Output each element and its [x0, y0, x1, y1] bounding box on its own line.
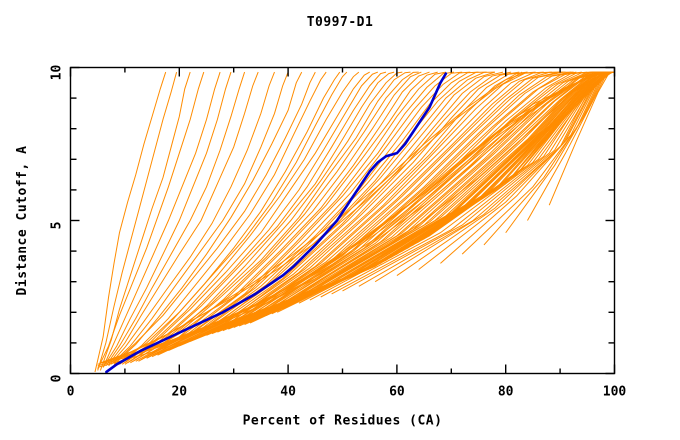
- x-tick-label: 20: [171, 385, 187, 400]
- series-curve: [110, 71, 289, 365]
- series-curve: [154, 71, 495, 356]
- series-curve: [102, 71, 221, 368]
- series-curve: [97, 71, 178, 371]
- y-tick-label: 5: [50, 222, 65, 230]
- series-curve: [124, 71, 607, 358]
- series-curve: [132, 71, 411, 362]
- series-curve: [127, 71, 387, 364]
- highlight-curve-layer: [105, 72, 448, 374]
- series-curve: [124, 71, 379, 365]
- series-curve: [146, 71, 463, 359]
- series-curve: [138, 71, 430, 362]
- series-curve: [181, 71, 588, 345]
- series-curve: [102, 71, 232, 368]
- series-curve: [149, 71, 479, 358]
- series-curve: [151, 71, 495, 356]
- x-tick-label: 80: [498, 385, 514, 400]
- series-curve: [97, 71, 205, 370]
- series-curve: [192, 71, 606, 341]
- series-curve: [179, 71, 582, 345]
- chart-title: T0997-D1: [306, 15, 374, 30]
- series-curve: [108, 71, 259, 365]
- series-curve: [105, 71, 246, 367]
- y-tick-label: 0: [50, 374, 65, 382]
- series-curve: [505, 71, 614, 234]
- series-curve: [119, 71, 341, 365]
- series-curve: [189, 71, 604, 341]
- series-curve: [124, 71, 370, 364]
- series-curve: [176, 71, 572, 347]
- series-curve: [94, 71, 167, 373]
- y-tick-label: 10: [50, 65, 65, 81]
- axis-labels-layer: 0 20 40 60 80 100 0 5 10 Percent of Residues (CA)…: [15, 65, 626, 429]
- highlighted-series-curve: [105, 72, 448, 374]
- series-curve: [97, 71, 523, 365]
- series-curve: [113, 71, 611, 361]
- series-curve: [187, 71, 599, 342]
- series-curve: [184, 71, 596, 344]
- series-curve: [119, 71, 348, 364]
- x-tick-label: 100: [603, 385, 627, 400]
- series-curve: [130, 71, 403, 362]
- series-curve: [121, 71, 360, 365]
- x-axis-title: Percent of Residues (CA): [243, 414, 443, 429]
- x-tick-label: 40: [280, 385, 296, 400]
- x-tick-label: 0: [67, 385, 75, 400]
- series-curve: [173, 71, 563, 348]
- series-curve: [113, 71, 316, 364]
- series-curve: [99, 71, 191, 371]
- axes-layer: [69, 66, 616, 375]
- series-curves-layer: [94, 71, 615, 373]
- series-curve: [179, 71, 577, 347]
- series-curve: [113, 71, 303, 365]
- series-curve: [189, 71, 601, 342]
- series-curve: [160, 71, 520, 355]
- series-curve: [140, 71, 438, 361]
- series-curve: [143, 71, 455, 359]
- series-curve: [100, 71, 528, 364]
- series-curve: [116, 71, 327, 365]
- series-curve: [108, 71, 275, 367]
- y-axis-title: Distance Cutoff, A: [15, 146, 30, 296]
- series-curve: [97, 71, 599, 368]
- x-tick-label: 60: [389, 385, 405, 400]
- series-curve: [135, 71, 422, 361]
